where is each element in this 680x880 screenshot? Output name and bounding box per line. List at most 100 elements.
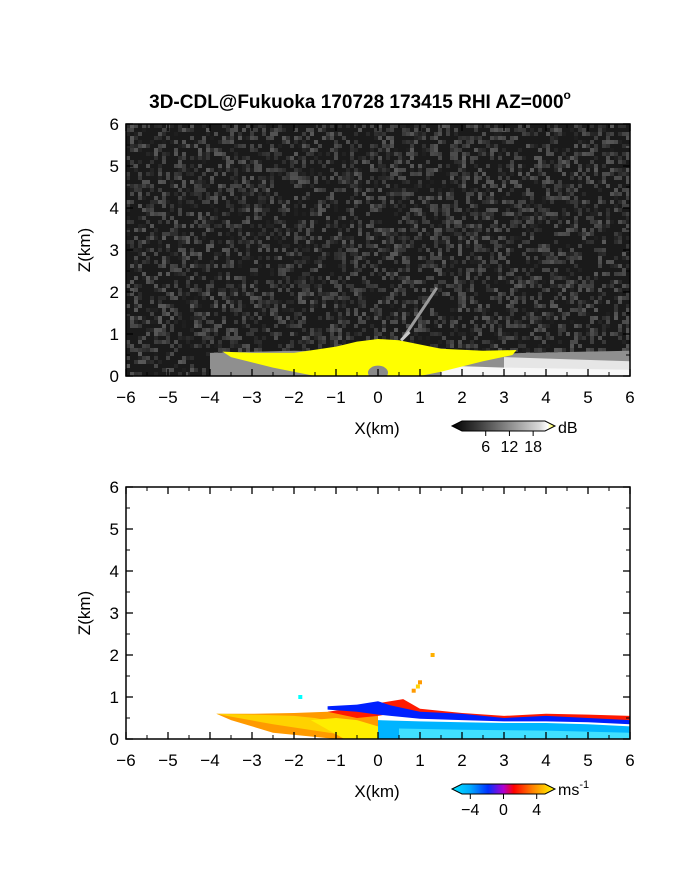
noise-pixel bbox=[626, 308, 630, 312]
noise-pixel bbox=[430, 168, 434, 172]
noise-pixel bbox=[218, 276, 222, 280]
noise-pixel bbox=[234, 308, 238, 312]
noise-pixel bbox=[194, 344, 198, 348]
noise-pixel bbox=[526, 172, 530, 176]
noise-pixel bbox=[358, 172, 362, 176]
noise-pixel bbox=[202, 188, 206, 192]
title-superscript: o bbox=[564, 88, 571, 102]
noise-pixel bbox=[342, 300, 346, 304]
noise-pixel bbox=[202, 232, 206, 236]
noise-pixel bbox=[462, 224, 466, 228]
noise-pixel bbox=[314, 176, 318, 180]
noise-pixel bbox=[594, 184, 598, 188]
noise-pixel bbox=[394, 124, 398, 128]
noise-pixel bbox=[398, 160, 402, 164]
noise-pixel bbox=[378, 188, 382, 192]
noise-pixel bbox=[262, 176, 266, 180]
noise-pixel bbox=[154, 336, 158, 340]
noise-pixel bbox=[254, 320, 258, 324]
noise-pixel bbox=[350, 164, 354, 168]
noise-pixel bbox=[150, 360, 154, 364]
noise-pixel bbox=[542, 348, 546, 352]
noise-pixel bbox=[530, 320, 534, 324]
noise-pixel bbox=[290, 164, 294, 168]
noise-pixel bbox=[282, 136, 286, 140]
noise-pixel bbox=[338, 228, 342, 232]
noise-pixel bbox=[242, 196, 246, 200]
noise-pixel bbox=[354, 168, 358, 172]
noise-pixel bbox=[466, 256, 470, 260]
noise-pixel bbox=[390, 192, 394, 196]
noise-pixel bbox=[590, 316, 594, 320]
noise-pixel bbox=[614, 188, 618, 192]
noise-pixel bbox=[130, 320, 134, 324]
noise-pixel bbox=[226, 220, 230, 224]
noise-pixel bbox=[546, 188, 550, 192]
noise-pixel bbox=[398, 208, 402, 212]
noise-pixel bbox=[206, 244, 210, 248]
noise-pixel bbox=[334, 280, 338, 284]
noise-pixel bbox=[134, 228, 138, 232]
noise-pixel bbox=[554, 212, 558, 216]
noise-pixel bbox=[618, 292, 622, 296]
noise-pixel bbox=[598, 132, 602, 136]
noise-pixel bbox=[218, 252, 222, 256]
noise-pixel bbox=[358, 296, 362, 300]
noise-pixel bbox=[574, 132, 578, 136]
noise-pixel bbox=[302, 176, 306, 180]
noise-pixel bbox=[538, 344, 542, 348]
noise-pixel bbox=[522, 200, 526, 204]
velocity-x-tick-label: −1 bbox=[326, 751, 345, 770]
noise-pixel bbox=[198, 304, 202, 308]
noise-pixel bbox=[294, 224, 298, 228]
noise-pixel bbox=[386, 272, 390, 276]
noise-pixel bbox=[298, 264, 302, 268]
noise-pixel bbox=[294, 140, 298, 144]
noise-pixel bbox=[206, 268, 210, 272]
noise-pixel bbox=[490, 240, 494, 244]
noise-pixel bbox=[434, 324, 438, 328]
noise-pixel bbox=[378, 208, 382, 212]
noise-pixel bbox=[270, 296, 274, 300]
noise-pixel bbox=[430, 308, 434, 312]
noise-pixel bbox=[402, 268, 406, 272]
noise-pixel bbox=[442, 260, 446, 264]
noise-pixel bbox=[390, 268, 394, 272]
noise-pixel bbox=[318, 328, 322, 332]
noise-pixel bbox=[322, 300, 326, 304]
noise-pixel bbox=[342, 160, 346, 164]
noise-pixel bbox=[598, 288, 602, 292]
noise-pixel bbox=[194, 144, 198, 148]
noise-pixel bbox=[142, 336, 146, 340]
noise-pixel bbox=[202, 292, 206, 296]
noise-pixel bbox=[438, 316, 442, 320]
noise-pixel bbox=[302, 132, 306, 136]
noise-pixel bbox=[162, 296, 166, 300]
noise-pixel bbox=[506, 332, 510, 336]
noise-pixel bbox=[614, 236, 618, 240]
noise-pixel bbox=[314, 304, 318, 308]
noise-pixel bbox=[498, 168, 502, 172]
noise-pixel bbox=[626, 320, 630, 324]
noise-pixel bbox=[462, 176, 466, 180]
noise-pixel bbox=[550, 216, 554, 220]
noise-pixel bbox=[266, 156, 270, 160]
noise-pixel bbox=[206, 228, 210, 232]
noise-pixel bbox=[190, 124, 194, 128]
noise-pixel bbox=[270, 184, 274, 188]
noise-pixel bbox=[474, 176, 478, 180]
noise-pixel bbox=[266, 176, 270, 180]
noise-pixel bbox=[410, 192, 414, 196]
noise-pixel bbox=[230, 140, 234, 144]
noise-pixel bbox=[278, 220, 282, 224]
noise-pixel bbox=[162, 200, 166, 204]
noise-pixel bbox=[322, 164, 326, 168]
noise-pixel bbox=[282, 248, 286, 252]
noise-pixel bbox=[278, 332, 282, 336]
noise-pixel bbox=[506, 180, 510, 184]
noise-pixel bbox=[430, 256, 434, 260]
noise-pixel bbox=[418, 164, 422, 168]
noise-pixel bbox=[398, 316, 402, 320]
noise-pixel bbox=[578, 124, 582, 128]
noise-pixel bbox=[178, 292, 182, 296]
